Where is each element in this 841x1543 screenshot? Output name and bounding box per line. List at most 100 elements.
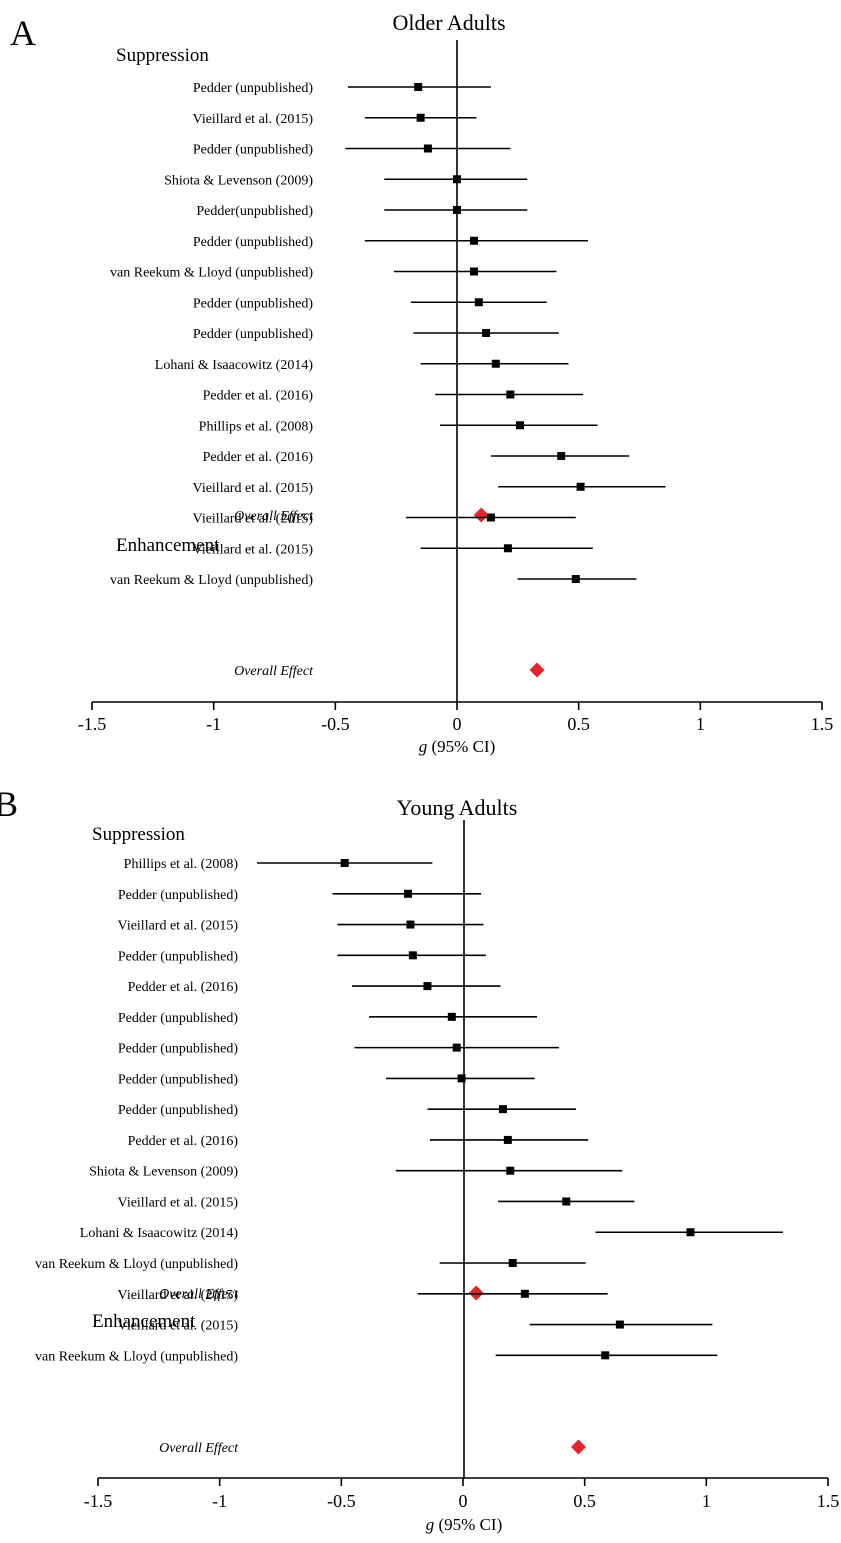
effect-size-marker: [474, 298, 483, 307]
study-label: Pedder et al. (2016): [128, 1134, 239, 1149]
study-label: Lohani & Isaacowitz (2014): [80, 1226, 239, 1241]
panel-b: B Young Adults g (95% CI) -1.5 -1 -0.5 0 0.5…: [0, 784, 839, 1534]
panel-a: A Older Adults g (95% CI) -1.5 -1 -0.5 0 0.5…: [10, 10, 833, 756]
study-label: Lohani & Isaacowitz (2014): [155, 358, 314, 373]
effect-size-marker: [453, 175, 461, 184]
x-tick-label: 0.5: [573, 1491, 596, 1511]
study-label: van Reekum & Lloyd (unpublished): [110, 573, 313, 588]
effect-size-marker: [506, 390, 515, 399]
x-tick-label: -1.5: [84, 1491, 113, 1511]
effect-size-marker: [453, 206, 461, 214]
overall-effect-label: Overall Effect: [159, 1287, 239, 1302]
study-label: Pedder (unpublished): [193, 143, 313, 158]
x-tick-label: 0: [453, 714, 462, 734]
group-label: Enhancement: [116, 535, 220, 556]
effect-size-marker: [469, 267, 478, 276]
effect-size-marker: [416, 113, 425, 122]
panel-letter: B: [0, 784, 18, 824]
effect-size-marker: [408, 951, 417, 960]
effect-size-marker: [469, 236, 478, 245]
x-tick-label: 1: [696, 714, 705, 734]
effect-size-marker: [498, 1105, 507, 1114]
study-label: Pedder et al. (2016): [128, 980, 239, 995]
x-tick-label: -0.5: [327, 1491, 356, 1511]
study-label: Shiota & Levenson (2009): [164, 173, 313, 188]
study-label: Pedder (unpublished): [118, 949, 238, 964]
panel-title: Young Adults: [397, 795, 518, 820]
x-tick-label: 1.5: [817, 1491, 840, 1511]
x-tick-label: -0.5: [321, 714, 350, 734]
group-label: Suppression: [92, 824, 185, 845]
study-label: Vieillard et al. (2015): [193, 512, 314, 527]
study-label: Pedder (unpublished): [193, 81, 313, 96]
effect-size-marker: [562, 1197, 571, 1206]
study-label: Shiota & Levenson (2009): [89, 1165, 238, 1180]
overall-effect-label: Overall Effect: [234, 509, 314, 524]
effect-size-marker: [557, 452, 566, 460]
study-label: Pedder (unpublished): [118, 1042, 238, 1057]
effect-size-marker: [482, 329, 491, 337]
study-label: Pedder(unpublished): [196, 204, 313, 219]
effect-size-marker: [486, 513, 495, 522]
effect-size-marker: [503, 544, 512, 553]
effect-size-marker: [571, 575, 580, 583]
effect-size-marker: [423, 144, 432, 153]
study-label: Pedder et al. (2016): [203, 450, 314, 465]
effect-size-marker: [601, 1351, 610, 1360]
study-label: Pedder (unpublished): [118, 1072, 238, 1087]
study-label: Vieillard et al. (2015): [118, 1319, 239, 1334]
effect-size-marker: [506, 1166, 515, 1175]
x-tick-label: -1: [212, 1491, 227, 1511]
effect-size-marker: [340, 859, 349, 867]
x-tick-label: -1: [206, 714, 221, 734]
x-axis-label: g (95% CI): [419, 737, 495, 756]
effect-size-marker: [447, 1012, 456, 1021]
group-label: Enhancement: [92, 1311, 196, 1332]
study-label: Pedder (unpublished): [118, 1103, 238, 1118]
effect-size-marker: [452, 1043, 461, 1052]
study-label: Vieillard et al. (2015): [193, 542, 314, 557]
study-label: Pedder (unpublished): [193, 235, 313, 250]
x-tick-label: 1.5: [811, 714, 834, 734]
x-tick-label: 0.5: [567, 714, 590, 734]
x-axis-label: g (95% CI): [426, 1515, 502, 1534]
study-label: Vieillard et al. (2015): [193, 481, 314, 496]
effect-size-marker: [423, 982, 432, 991]
effect-size-marker: [406, 920, 415, 929]
panel-title: Older Adults: [392, 10, 505, 35]
overall-effect-diamond: [529, 662, 545, 678]
group-label: Suppression: [116, 45, 209, 66]
effect-size-marker: [686, 1228, 695, 1237]
study-label: Vieillard et al. (2015): [118, 1288, 239, 1303]
study-label: Phillips et al. (2008): [124, 857, 239, 872]
effect-size-marker: [516, 421, 525, 430]
x-tick-label: 1: [702, 1491, 711, 1511]
study-label: van Reekum & Lloyd (unpublished): [110, 266, 313, 281]
study-label: van Reekum & Lloyd (unpublished): [35, 1257, 238, 1272]
effect-size-marker: [403, 889, 412, 898]
study-label: Vieillard et al. (2015): [118, 1195, 239, 1210]
effect-size-marker: [576, 482, 585, 491]
overall-effect-diamond: [473, 507, 489, 523]
effect-size-marker: [457, 1074, 466, 1083]
x-tick-label: -1.5: [78, 714, 107, 734]
effect-size-marker: [520, 1289, 529, 1298]
study-label: Pedder (unpublished): [118, 1011, 238, 1026]
x-tick-label: 0: [459, 1491, 468, 1511]
panel-letter: A: [10, 13, 36, 53]
study-label: van Reekum & Lloyd (unpublished): [35, 1349, 238, 1364]
study-label: Pedder (unpublished): [118, 888, 238, 903]
overall-effect-label: Overall Effect: [234, 664, 314, 679]
effect-size-marker: [491, 359, 500, 368]
effect-size-marker: [615, 1320, 624, 1329]
overall-effect-diamond: [570, 1439, 586, 1455]
overall-effect-label: Overall Effect: [159, 1441, 239, 1456]
study-label: Pedder (unpublished): [193, 327, 313, 342]
effect-size-marker: [503, 1135, 512, 1144]
study-label: Phillips et al. (2008): [199, 419, 314, 434]
effect-size-marker: [414, 83, 423, 91]
study-label: Pedder et al. (2016): [203, 389, 314, 404]
study-label: Vieillard et al. (2015): [193, 112, 314, 127]
effect-size-marker: [508, 1259, 517, 1268]
